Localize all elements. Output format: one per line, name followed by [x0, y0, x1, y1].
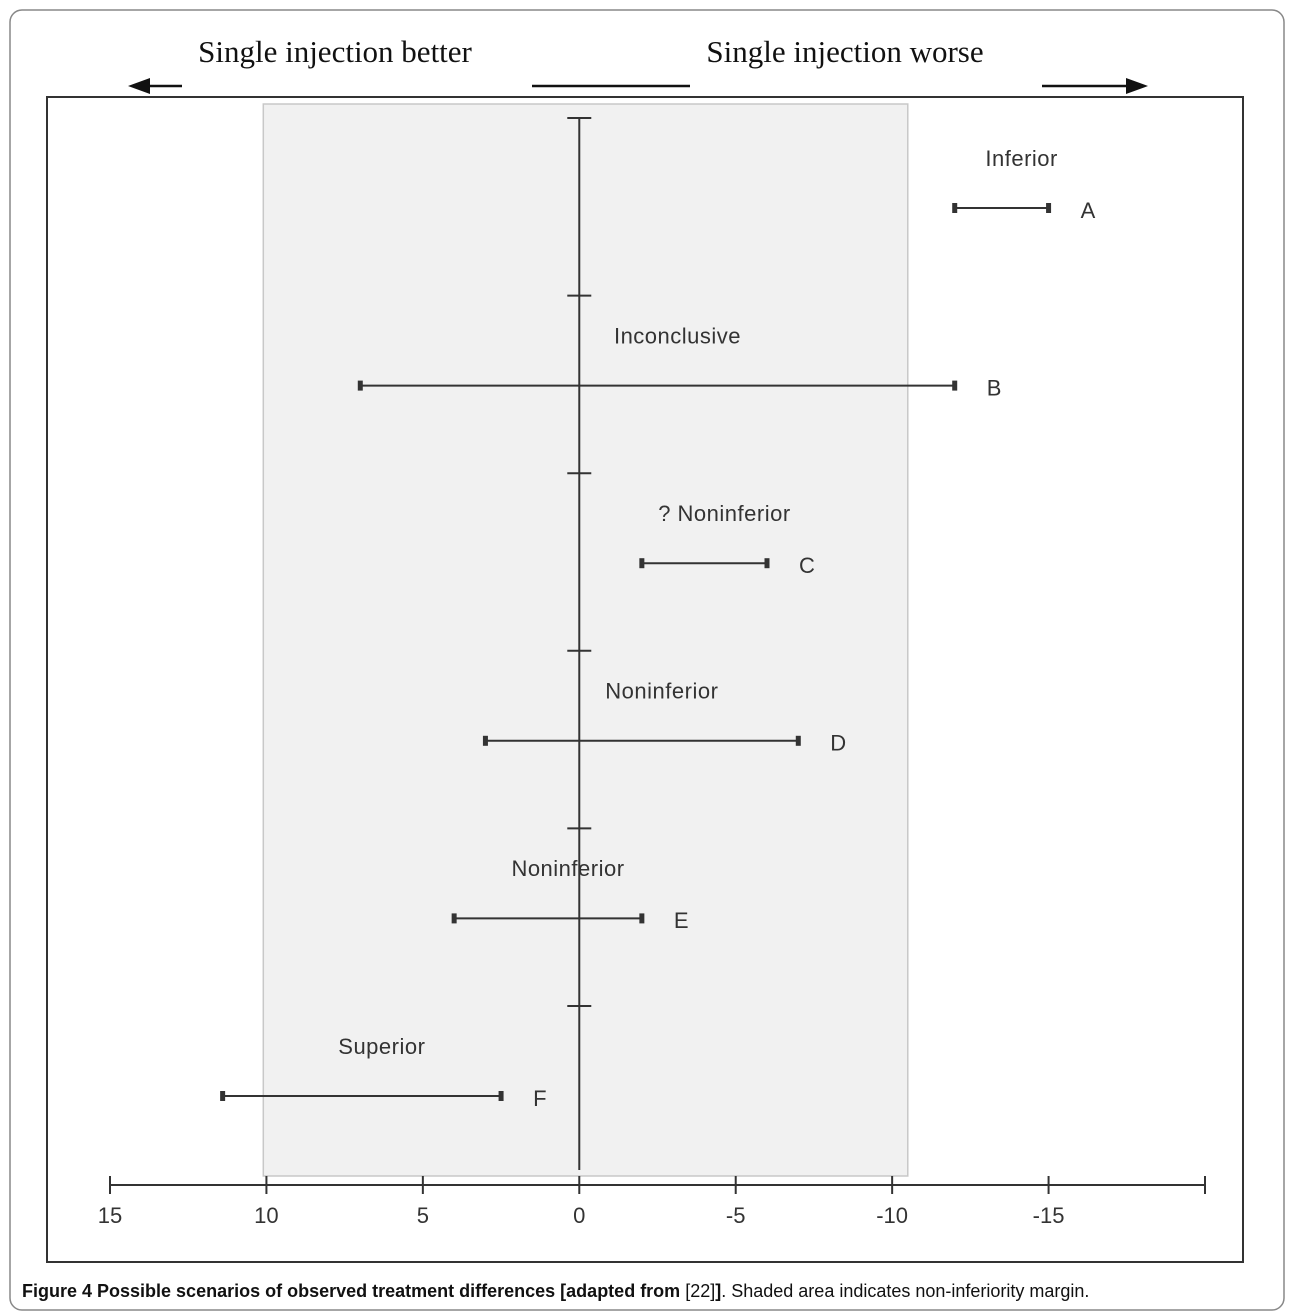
- row-letter: A: [1081, 198, 1096, 223]
- x-tick-label: 10: [254, 1203, 278, 1228]
- row-letter: B: [987, 375, 1002, 400]
- caption-ref: [22]: [685, 1281, 715, 1301]
- interval-end: [498, 1091, 504, 1101]
- x-tick-label: 5: [417, 1203, 429, 1228]
- x-tick-label: 0: [573, 1203, 585, 1228]
- caption: Figure 4 Possible scenarios of observed …: [22, 1281, 1089, 1301]
- row-annotation: Noninferior: [605, 679, 718, 704]
- caption-bracket: ]: [715, 1281, 721, 1301]
- interval-end: [639, 558, 645, 569]
- interval-end: [952, 203, 958, 213]
- row-annotation: Inconclusive: [614, 323, 741, 348]
- row-letter: E: [674, 908, 689, 933]
- row-letter: F: [533, 1086, 547, 1111]
- interval-end: [639, 913, 645, 924]
- row-letter: C: [799, 553, 815, 578]
- figure-border: [9, 9, 1285, 1311]
- arrow-right: [1126, 78, 1148, 94]
- interval-end: [451, 913, 457, 924]
- row-annotation: Noninferior: [511, 856, 624, 881]
- interval-end: [357, 380, 363, 391]
- x-tick-label: -10: [876, 1203, 908, 1228]
- x-tick-label: 15: [98, 1203, 122, 1228]
- plot-frame: [46, 96, 1244, 1263]
- interval-end: [764, 558, 770, 569]
- interval-end: [482, 735, 488, 746]
- interval-end: [952, 380, 958, 391]
- x-tick-label: -5: [726, 1203, 746, 1228]
- row-annotation: ? Noninferior: [658, 501, 790, 526]
- arrow-left: [128, 78, 150, 94]
- row-letter: D: [830, 731, 846, 756]
- header-left: Single injection better: [198, 34, 472, 69]
- caption-rest: . Shaded area indicates non-inferiority …: [721, 1281, 1089, 1301]
- interval-end: [1046, 203, 1052, 213]
- row-annotation: Superior: [338, 1034, 425, 1059]
- interval-end: [220, 1091, 226, 1101]
- margin-region: [262, 103, 909, 1177]
- header-right: Single injection worse: [706, 34, 983, 69]
- caption-title: Figure 4 Possible scenarios of observed …: [22, 1281, 680, 1301]
- interval-end: [795, 735, 801, 746]
- x-tick-label: -15: [1033, 1203, 1065, 1228]
- row-annotation: Inferior: [985, 146, 1057, 171]
